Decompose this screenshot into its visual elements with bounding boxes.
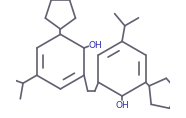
Text: OH: OH (115, 101, 129, 110)
Text: OH: OH (89, 41, 103, 50)
